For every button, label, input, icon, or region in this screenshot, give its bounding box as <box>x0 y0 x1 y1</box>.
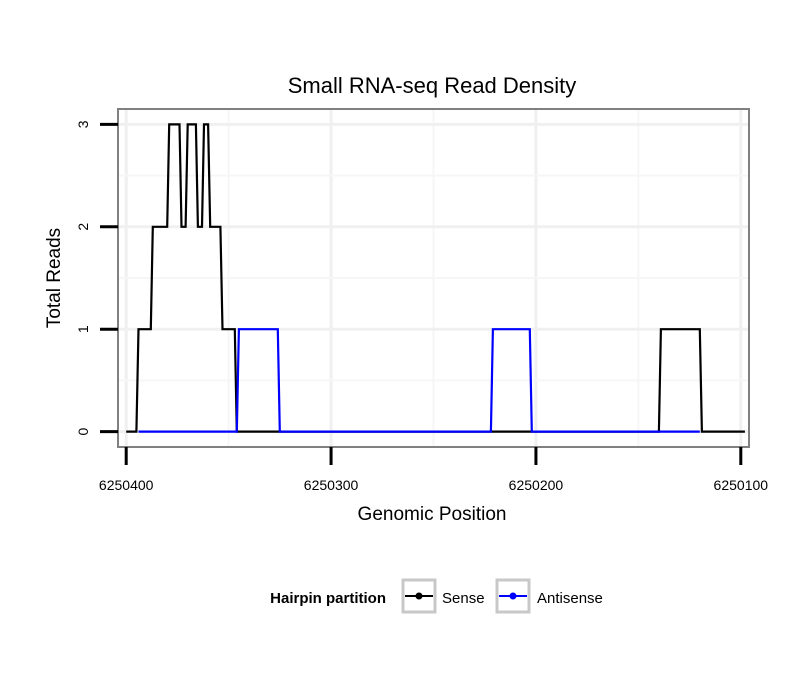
plot-panel <box>117 108 750 448</box>
x-tick-label: 6250200 <box>509 477 564 493</box>
y-tick-label: 3 <box>75 120 91 128</box>
legend-label-antisense: Antisense <box>537 590 603 607</box>
y-tick-label: 2 <box>75 223 91 231</box>
x-tick-label: 6250300 <box>304 477 359 493</box>
y-axis-title: Total Reads <box>44 228 65 328</box>
legend-item-antisense: Antisense <box>495 578 603 614</box>
x-axis: 6250400 6250300 6250200 6250100 <box>99 447 768 493</box>
y-axis: 0 1 2 3 <box>75 120 118 436</box>
x-axis-title: Genomic Position <box>358 504 507 525</box>
grid <box>118 109 749 447</box>
legend-item-sense: Sense <box>401 578 485 614</box>
chart-title: Small RNA-seq Read Density <box>288 73 577 98</box>
legend-marker-sense <box>415 592 423 600</box>
y-tick-label: 0 <box>75 428 91 436</box>
x-tick-label: 6250100 <box>714 477 769 493</box>
series-line-antisense <box>138 328 700 433</box>
legend-title: Hairpin partition <box>270 590 386 607</box>
series-layer <box>126 123 745 433</box>
legend: Hairpin partition Sense Antisense <box>270 578 603 614</box>
x-tick-label: 6250400 <box>99 477 154 493</box>
legend-marker-antisense <box>509 592 517 600</box>
y-tick-label: 1 <box>75 325 91 333</box>
legend-label-sense: Sense <box>442 590 485 607</box>
